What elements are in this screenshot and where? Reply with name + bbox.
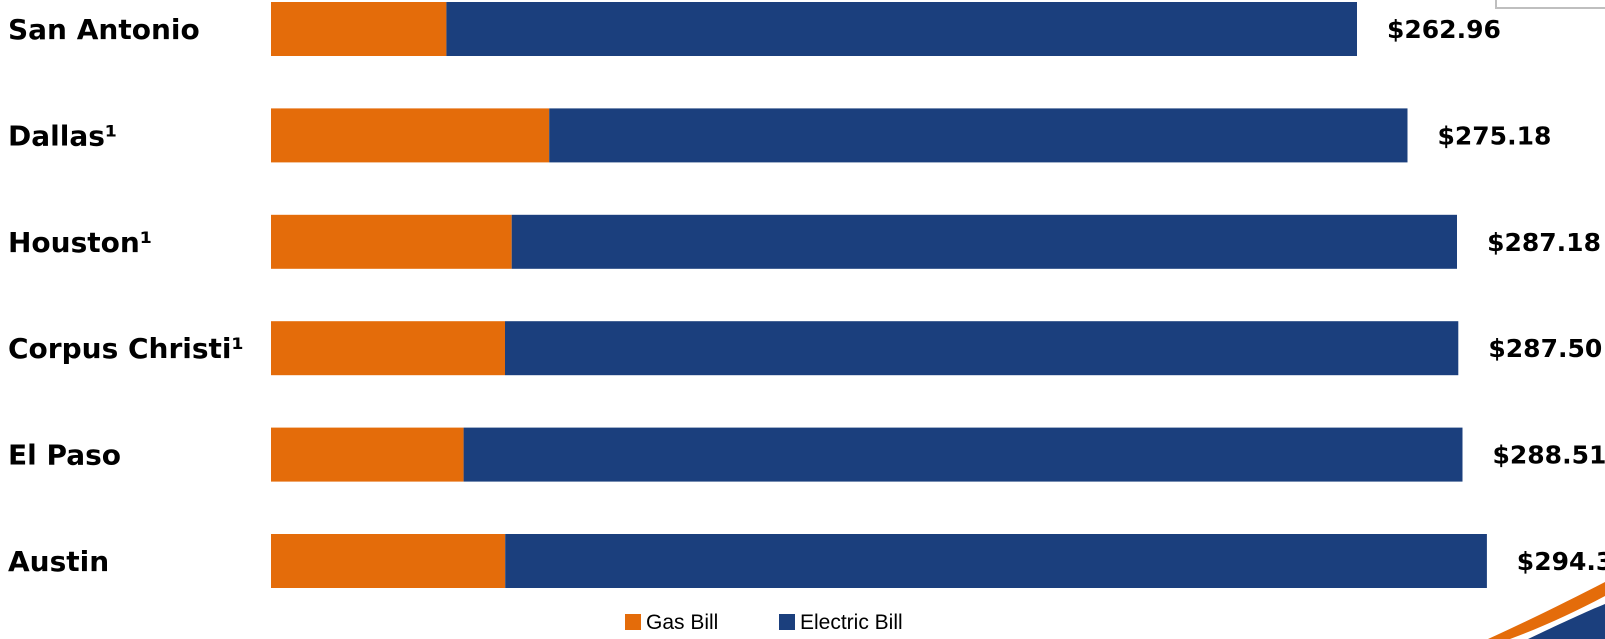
total-label-houston: $287.18 xyxy=(1487,228,1601,257)
bar-electric-bill-dallas xyxy=(549,108,1408,163)
category-label-san-antonio: San Antonio xyxy=(8,13,200,46)
bar-electric-bill-houston xyxy=(511,214,1457,269)
category-label-houston: Houston¹ xyxy=(8,226,152,259)
bar-gas-bill-san-antonio xyxy=(271,2,447,56)
bar-electric-bill-austin xyxy=(505,534,1487,588)
legend-swatch-gas-bill xyxy=(625,614,641,630)
bar-gas-bill-el-paso xyxy=(271,427,464,482)
category-label-austin: Austin xyxy=(8,545,109,578)
legend-label-gas-bill: Gas Bill xyxy=(646,611,718,634)
bar-electric-bill-corpus-christi xyxy=(505,321,1459,376)
category-labels: San Antonio Dallas¹ Houston¹ Corpus Christi… xyxy=(8,13,244,578)
legend-label-electric-bill: Electric Bill xyxy=(800,611,903,634)
bar-gas-bill-corpus-christi xyxy=(271,321,505,376)
category-label-el-paso: El Paso xyxy=(8,439,121,472)
bars-group xyxy=(271,2,1487,588)
bar-electric-bill-san-antonio xyxy=(446,2,1357,56)
bar-electric-bill-el-paso xyxy=(463,427,1463,482)
bar-gas-bill-dallas xyxy=(271,108,550,163)
frame-corner-fragment xyxy=(1495,0,1605,9)
total-label-dallas: $275.18 xyxy=(1438,121,1552,150)
total-label-el-paso: $288.51 xyxy=(1493,441,1605,470)
total-label-san-antonio: $262.96 xyxy=(1387,15,1501,44)
legend-swatch-electric-bill xyxy=(779,614,795,630)
legend: Gas Bill Electric Bill xyxy=(625,611,903,634)
bar-gas-bill-houston xyxy=(271,214,512,269)
total-labels: $262.96 $275.18 $287.18 $287.50 $288.51 $294.… xyxy=(1387,15,1605,576)
corner-swoosh-decoration xyxy=(1488,0,1605,639)
swoosh-blue-stripe xyxy=(1528,604,1605,639)
category-label-corpus-christi: Corpus Christi¹ xyxy=(8,332,244,365)
category-label-dallas: Dallas¹ xyxy=(8,119,117,152)
total-label-corpus-christi: $287.50 xyxy=(1488,334,1602,363)
total-label-austin: $294.39 xyxy=(1517,547,1605,576)
bar-gas-bill-austin xyxy=(271,534,506,588)
